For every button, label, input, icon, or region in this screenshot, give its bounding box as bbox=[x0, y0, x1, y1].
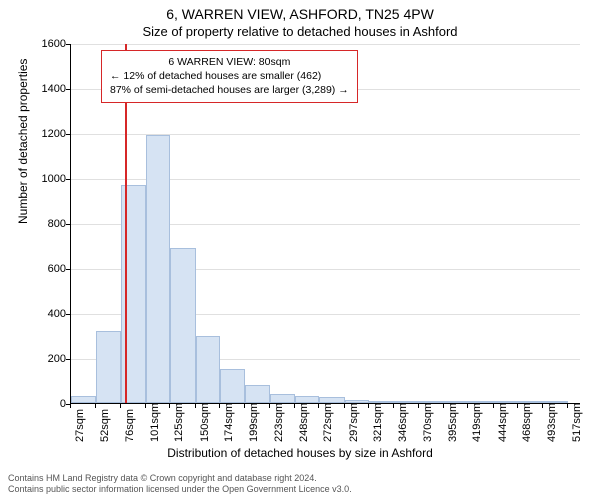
legend-line-3: 87% of semi-detached houses are larger (… bbox=[110, 83, 349, 97]
chart-container: 6, WARREN VIEW, ASHFORD, TN25 4PW Size o… bbox=[0, 0, 600, 500]
xtick-mark bbox=[467, 404, 468, 408]
ytick-label: 800 bbox=[48, 218, 66, 230]
ytick-label: 1200 bbox=[42, 128, 66, 140]
y-axis-label: Number of detached properties bbox=[16, 59, 30, 224]
xtick-label: 321sqm bbox=[372, 403, 384, 442]
xtick-label: 150sqm bbox=[199, 403, 211, 442]
xtick-mark bbox=[344, 404, 345, 408]
x-axis-label: Distribution of detached houses by size … bbox=[0, 446, 600, 460]
ytick-mark bbox=[66, 359, 70, 360]
xtick-mark bbox=[219, 404, 220, 408]
ytick-label: 1400 bbox=[42, 83, 66, 95]
xtick-mark bbox=[244, 404, 245, 408]
xtick-label: 444sqm bbox=[497, 403, 509, 442]
xtick-mark bbox=[269, 404, 270, 408]
histogram-bar bbox=[71, 396, 96, 403]
histogram-bar bbox=[270, 394, 295, 403]
xtick-mark bbox=[70, 404, 71, 408]
xtick-mark bbox=[418, 404, 419, 408]
xtick-label: 199sqm bbox=[248, 403, 260, 442]
ytick-mark bbox=[66, 44, 70, 45]
xtick-mark bbox=[567, 404, 568, 408]
xtick-label: 101sqm bbox=[149, 403, 161, 442]
ytick-label: 200 bbox=[48, 353, 66, 365]
xtick-mark bbox=[393, 404, 394, 408]
xtick-mark bbox=[95, 404, 96, 408]
ytick-label: 1600 bbox=[42, 38, 66, 50]
attribution-line-1: Contains HM Land Registry data © Crown c… bbox=[8, 473, 592, 485]
legend-box: 6 WARREN VIEW: 80sqm ← 12% of detached h… bbox=[101, 50, 358, 103]
xtick-mark bbox=[145, 404, 146, 408]
xtick-label: 517sqm bbox=[571, 403, 583, 442]
ytick-mark bbox=[66, 224, 70, 225]
legend-line-2: ← 12% of detached houses are smaller (46… bbox=[110, 69, 349, 83]
xtick-label: 395sqm bbox=[447, 403, 459, 442]
xtick-label: 493sqm bbox=[546, 403, 558, 442]
xtick-label: 52sqm bbox=[99, 409, 111, 442]
xtick-label: 297sqm bbox=[348, 403, 360, 442]
xtick-label: 370sqm bbox=[422, 403, 434, 442]
ytick-mark bbox=[66, 314, 70, 315]
xtick-label: 468sqm bbox=[521, 403, 533, 442]
attribution: Contains HM Land Registry data © Crown c… bbox=[0, 473, 600, 496]
ytick-label: 600 bbox=[48, 263, 66, 275]
gridline bbox=[71, 44, 580, 45]
ytick-label: 400 bbox=[48, 308, 66, 320]
xtick-mark bbox=[517, 404, 518, 408]
histogram-bar bbox=[196, 336, 220, 404]
xtick-label: 27sqm bbox=[74, 409, 86, 442]
histogram-bar bbox=[170, 248, 195, 403]
page-title: 6, WARREN VIEW, ASHFORD, TN25 4PW bbox=[0, 6, 600, 22]
xtick-label: 125sqm bbox=[173, 403, 185, 442]
xtick-mark bbox=[294, 404, 295, 408]
xtick-mark bbox=[169, 404, 170, 408]
ytick-label: 1000 bbox=[42, 173, 66, 185]
xtick-mark bbox=[318, 404, 319, 408]
xtick-mark bbox=[542, 404, 543, 408]
ytick-mark bbox=[66, 179, 70, 180]
attribution-line-2: Contains public sector information licen… bbox=[8, 484, 592, 496]
xtick-mark bbox=[443, 404, 444, 408]
ytick-mark bbox=[66, 134, 70, 135]
chart-plot-area: 6 WARREN VIEW: 80sqm ← 12% of detached h… bbox=[70, 44, 580, 404]
xtick-label: 174sqm bbox=[223, 403, 235, 442]
histogram-bar bbox=[146, 135, 170, 403]
xtick-mark bbox=[120, 404, 121, 408]
ytick-mark bbox=[66, 269, 70, 270]
ytick-mark bbox=[66, 89, 70, 90]
xtick-mark bbox=[195, 404, 196, 408]
xtick-label: 419sqm bbox=[471, 403, 483, 442]
legend-line-1: 6 WARREN VIEW: 80sqm bbox=[110, 55, 349, 69]
xtick-label: 346sqm bbox=[397, 403, 409, 442]
xtick-mark bbox=[368, 404, 369, 408]
histogram-bar bbox=[96, 331, 120, 403]
histogram-bar bbox=[220, 369, 245, 403]
xtick-label: 248sqm bbox=[298, 403, 310, 442]
chart-subtitle: Size of property relative to detached ho… bbox=[0, 24, 600, 39]
histogram-bar bbox=[245, 385, 269, 403]
xtick-label: 76sqm bbox=[124, 409, 136, 442]
xtick-label: 223sqm bbox=[273, 403, 285, 442]
xtick-mark bbox=[493, 404, 494, 408]
xtick-label: 272sqm bbox=[322, 403, 334, 442]
